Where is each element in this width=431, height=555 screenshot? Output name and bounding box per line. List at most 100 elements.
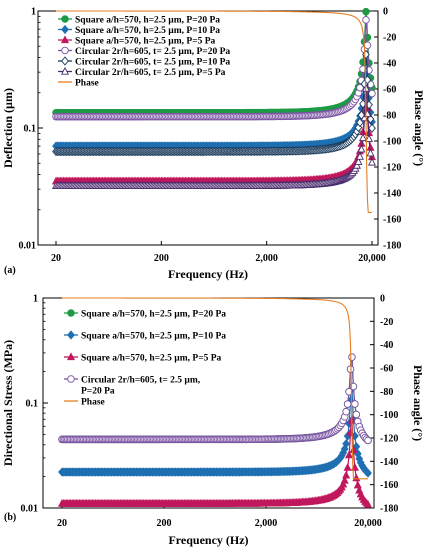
data-point [364,134,374,143]
y2-tick-label: -120 [380,434,398,445]
x-tick-label: 2,000 [255,518,278,529]
series-4 [62,297,368,480]
y2-tick-label: -120 [383,163,401,174]
y2-tick-label: -100 [383,137,401,148]
y2-tick-label: -20 [383,33,396,44]
data-point [362,7,370,16]
y2-tick-label: -160 [380,480,398,491]
legend-label: Square a/h=570, h=2.5 µm, P=5 Pa [81,354,222,364]
data-point [351,400,359,408]
data-point [66,352,76,361]
legend-label: Circular 2r/h=605, t= 2.5 µm, P=5 Pa [75,68,226,78]
y2-tick-label: -80 [380,387,393,398]
x-tick-label: 20 [51,253,61,264]
y2-tick-label: -60 [380,364,393,375]
panel-label: (b) [4,512,16,523]
legend-background [55,12,245,88]
legend-label: Square a/h=570, h=2.5 µm, P=20 Pa [81,310,226,320]
series-3 [58,353,372,445]
data-point [67,309,75,317]
data-point [357,144,366,153]
y2-tick-label: -40 [383,59,396,70]
data-point [354,157,363,165]
legend-label: Square a/h=570, h=2.5 µm, P=10 Pa [81,332,226,342]
data-point [61,24,69,35]
data-point [343,400,352,408]
data-point [352,442,361,452]
data-point [60,35,70,44]
legend-label: Phase [81,398,105,408]
x-tick-label: 20 [57,518,67,529]
y-tick-label: 0.1 [26,399,39,410]
y-tick-label: 0.01 [21,504,39,515]
data-point [362,49,370,60]
legend-label: Circular 2r/h=605, t= 2.5 µm, P=10 Pa [75,58,230,68]
y2-tick-label: -40 [380,340,393,351]
data-point [61,46,69,55]
y2-tick-label: -160 [383,215,401,226]
y2-tick-label: -60 [383,85,396,96]
data-point [356,83,364,92]
legend-label: Square a/h=570, h=2.5 µm, P=10 Pa [75,26,220,36]
data-point [355,152,365,160]
legend: Square a/h=570, h=2.5 µm, P=20 PaSquare … [55,12,245,89]
data-point [345,450,354,459]
y2-tick-label: -140 [380,457,398,468]
y2-tick-label: 0 [380,294,385,305]
legend-label: Circular 2r/h=605, t= 2.5 µm, P=20 Pa [75,47,230,57]
y2-tick-label: -180 [383,241,401,252]
legend-label: Square a/h=570, h=2.5 µm, P=5 Pa [75,37,216,47]
data-point [363,500,373,508]
data-point [352,160,361,169]
y2-axis-label: Phase angle (°) [412,90,426,166]
x-tick-label: 200 [154,253,169,264]
data-point [363,41,372,49]
data-point [342,439,351,449]
data-point [61,15,69,23]
data-point [342,470,351,479]
data-point [61,56,69,66]
series-2 [57,415,373,508]
data-point [367,157,377,166]
y2-tick-label: -80 [383,111,396,122]
legend: Square a/h=570, h=2.5 µm, P=20 Pa Square … [61,306,251,418]
data-point [366,148,375,157]
data-point [348,353,356,361]
series-3 [52,16,376,121]
phase-line [62,297,368,480]
y-tick-label: 1 [31,7,36,18]
y-axis-label: Directional Stress (MPa) [1,340,15,466]
x-tick-label: 2,000 [255,253,278,264]
y-tick-label: 1 [33,294,38,305]
data-point [354,122,363,133]
y2-tick-label: 0 [383,7,388,18]
data-point [67,330,75,340]
data-point [349,445,358,454]
series-1 [58,384,372,478]
x-axis-label: Frequency (Hz) [168,267,248,281]
data-point [352,410,361,419]
data-point [368,123,376,133]
y2-tick-label: -20 [380,317,393,328]
x-axis-label: Frequency (Hz) [168,533,248,547]
legend-label: Circular 2r/h=605, t= 2.5 µm, P=20 Pa [81,376,201,397]
legend-label: Phase [75,79,99,89]
data-point [67,375,75,383]
data-point [339,479,348,488]
data-point [343,462,352,471]
x-tick-label: 20,000 [358,253,386,264]
chart-panel-a: 0.01 0.1 1 0 -20 -40 -60 -80 -100 -120 -140 -160 -18… [1,7,426,282]
data-point [366,114,375,124]
y2-tick-label: -140 [383,189,401,200]
y-axis-label: Deflection (µm) [1,88,15,168]
data-point [362,16,370,24]
data-point [364,436,372,445]
legend-background [61,306,251,418]
x-tick-label: 20,000 [354,518,382,529]
y2-tick-label: -180 [380,504,398,515]
y2-axis-label: Phase angle (°) [411,365,425,441]
chart-panel-b: 0.01 0.1 1 0 -20 -40 -60 -80 -100 -120 -140 -160 -18… [1,294,425,548]
legend-label: Square a/h=570, h=2.5 µm, P=20 Pa [75,16,220,26]
phase-line [56,10,372,214]
